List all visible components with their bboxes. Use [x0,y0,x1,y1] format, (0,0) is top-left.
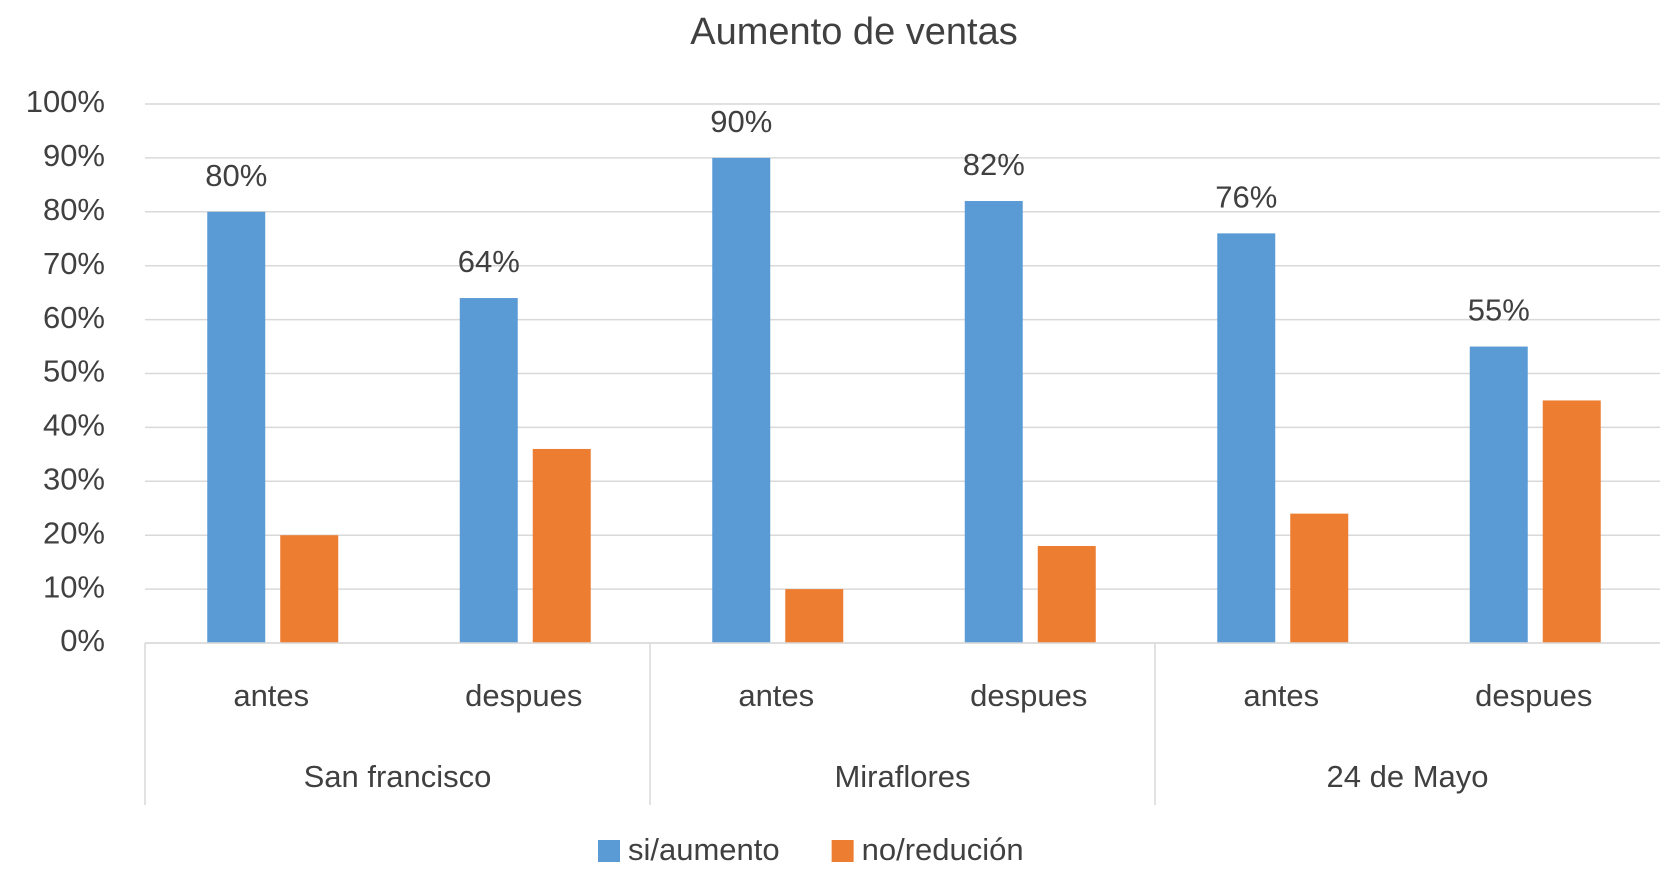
bar [1542,400,1601,643]
x-tick-label: antes [1243,678,1319,713]
legend-label: no/redución [862,832,1024,867]
x-tick-label: despues [1475,678,1592,713]
data-label: 90% [710,104,772,139]
bar [712,157,771,643]
bar [1217,233,1276,644]
data-label: 82% [963,147,1025,182]
bar [207,211,266,644]
legend-label: si/aumento [628,832,780,867]
y-tick-label: 60% [43,300,105,335]
y-tick-label: 40% [43,408,105,443]
bar [280,535,339,643]
x-tick-label: despues [970,678,1087,713]
y-tick-label: 30% [43,461,105,496]
data-label: 76% [1215,180,1277,215]
bar [785,589,844,643]
y-tick-label: 70% [43,246,105,281]
y-tick-label: 50% [43,354,105,389]
y-tick-label: 10% [43,569,105,604]
legend-swatch [831,840,854,862]
x-tick-label: despues [465,678,582,713]
group-label: San francisco [304,759,492,794]
legend-swatch [598,840,620,862]
bar [532,448,591,643]
bar [1037,545,1096,643]
y-tick-label: 0% [60,623,105,658]
bar [1290,513,1349,643]
group-label: 24 de Mayo [1327,759,1489,794]
data-label: 64% [458,244,520,279]
data-label: 80% [205,158,267,193]
x-tick-label: antes [738,678,814,713]
x-tick-label: antes [233,678,309,713]
chart-title: Aumento de ventas [690,11,1017,53]
bar [459,298,518,643]
data-label: 55% [1468,293,1530,328]
y-tick-label: 80% [43,192,105,227]
bar [1469,346,1528,643]
y-tick-label: 100% [26,84,105,119]
bar [964,201,1023,643]
y-tick-label: 90% [43,138,105,173]
group-label: Miraflores [834,759,970,794]
y-tick-label: 20% [43,515,105,550]
